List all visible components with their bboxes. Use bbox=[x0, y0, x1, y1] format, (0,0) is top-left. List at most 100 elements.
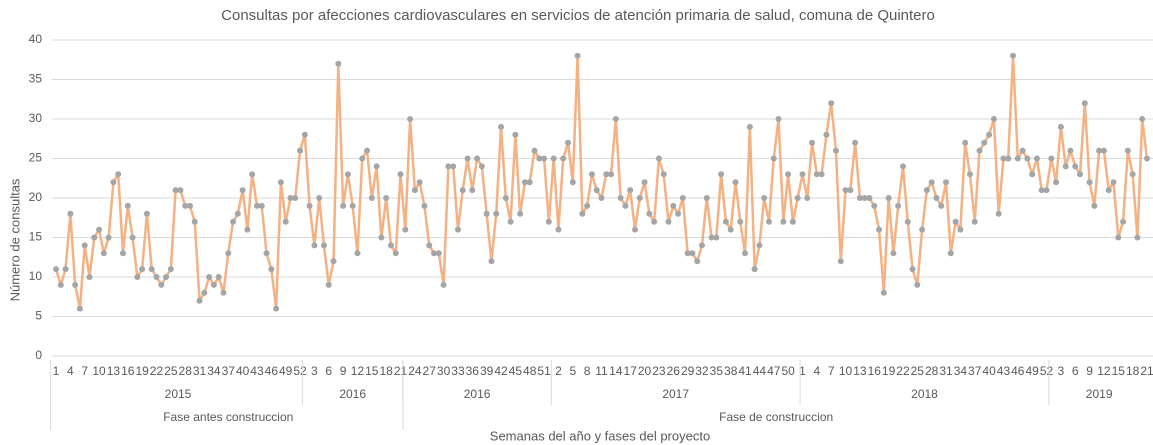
data-point bbox=[139, 266, 146, 273]
data-point bbox=[498, 123, 505, 130]
year-label: 2016 bbox=[464, 387, 491, 401]
data-point bbox=[569, 179, 576, 186]
y-tick-label: 20 bbox=[29, 190, 43, 204]
data-point bbox=[206, 274, 213, 280]
data-point bbox=[871, 202, 878, 209]
data-point bbox=[933, 195, 940, 201]
data-point bbox=[545, 218, 552, 225]
data-point bbox=[981, 139, 988, 146]
x-tick-label: 51 bbox=[537, 364, 551, 378]
x-tick-label: 28 bbox=[925, 364, 939, 378]
data-point bbox=[722, 218, 729, 225]
data-point bbox=[1110, 179, 1117, 186]
x-tick-label: 18 bbox=[379, 364, 393, 378]
data-point bbox=[761, 195, 768, 201]
data-point bbox=[502, 195, 509, 201]
data-point bbox=[832, 147, 839, 154]
x-tick-label: 15 bbox=[1112, 364, 1126, 378]
data-point bbox=[277, 179, 284, 186]
data-point bbox=[780, 218, 787, 225]
data-point bbox=[631, 226, 638, 233]
data-point bbox=[177, 187, 184, 194]
y-tick-label: 25 bbox=[29, 151, 43, 165]
x-tick-label: 21 bbox=[1140, 364, 1153, 378]
data-point bbox=[72, 281, 79, 288]
data-point bbox=[253, 202, 260, 209]
data-point bbox=[718, 171, 725, 178]
x-tick-label: 32 bbox=[695, 364, 709, 378]
x-tick-label: 10 bbox=[92, 364, 106, 378]
data-point bbox=[488, 258, 495, 265]
year-label: 2017 bbox=[662, 387, 689, 401]
x-tick-label: 16 bbox=[868, 364, 882, 378]
data-point bbox=[536, 155, 543, 162]
data-point bbox=[182, 202, 189, 209]
data-point bbox=[383, 195, 390, 201]
data-point bbox=[76, 305, 83, 312]
data-point bbox=[646, 210, 653, 217]
data-point bbox=[474, 155, 481, 162]
data-point bbox=[904, 218, 911, 225]
data-point bbox=[225, 250, 232, 257]
x-tick-label: 42 bbox=[494, 364, 508, 378]
data-point bbox=[990, 116, 997, 122]
data-point bbox=[100, 250, 107, 257]
data-point bbox=[450, 163, 457, 170]
x-tick-label: 5 bbox=[569, 364, 576, 378]
data-point bbox=[579, 210, 586, 217]
data-point bbox=[158, 281, 165, 288]
year-label: 2018 bbox=[911, 387, 938, 401]
data-point bbox=[742, 250, 749, 257]
data-point bbox=[426, 242, 433, 249]
data-point bbox=[435, 250, 442, 257]
data-point bbox=[914, 281, 921, 288]
data-point bbox=[1100, 147, 1107, 154]
data-point bbox=[378, 234, 385, 241]
data-point bbox=[110, 179, 117, 186]
x-tick-label: 24 bbox=[408, 364, 422, 378]
data-point bbox=[153, 274, 160, 280]
data-point bbox=[703, 195, 710, 201]
data-point bbox=[325, 281, 332, 288]
data-point bbox=[670, 202, 677, 209]
data-point bbox=[622, 202, 629, 209]
data-point bbox=[191, 218, 198, 225]
x-tick-label: 41 bbox=[738, 364, 752, 378]
data-point bbox=[148, 266, 155, 273]
data-point bbox=[431, 250, 438, 257]
data-point bbox=[282, 218, 289, 225]
x-tick-label: 28 bbox=[179, 364, 193, 378]
x-tick-label: 34 bbox=[954, 364, 968, 378]
data-point bbox=[531, 147, 538, 154]
data-point bbox=[794, 195, 801, 201]
data-point bbox=[186, 202, 193, 209]
data-point bbox=[751, 266, 758, 273]
data-point bbox=[727, 226, 734, 233]
y-tick-label: 0 bbox=[35, 348, 42, 362]
data-point bbox=[641, 179, 648, 186]
x-tick-label: 49 bbox=[279, 364, 293, 378]
data-point bbox=[1062, 163, 1069, 170]
data-point bbox=[856, 195, 863, 201]
x-tick-label: 12 bbox=[351, 364, 365, 378]
year-label: 2016 bbox=[339, 387, 366, 401]
data-point bbox=[689, 250, 696, 257]
data-point bbox=[809, 139, 816, 146]
data-point bbox=[239, 187, 246, 194]
data-point bbox=[230, 218, 237, 225]
data-point bbox=[565, 139, 572, 146]
y-tick-label: 5 bbox=[35, 309, 42, 323]
data-point bbox=[478, 163, 485, 170]
data-point bbox=[416, 179, 423, 186]
data-point bbox=[588, 171, 595, 178]
data-point bbox=[675, 210, 682, 217]
x-tick-label: 15 bbox=[365, 364, 379, 378]
phase-label: Fase de construccion bbox=[719, 410, 833, 424]
data-point bbox=[373, 163, 380, 170]
data-point bbox=[340, 202, 347, 209]
data-point bbox=[440, 281, 447, 288]
data-point bbox=[258, 202, 265, 209]
data-point bbox=[986, 131, 993, 138]
data-point bbox=[789, 218, 796, 225]
